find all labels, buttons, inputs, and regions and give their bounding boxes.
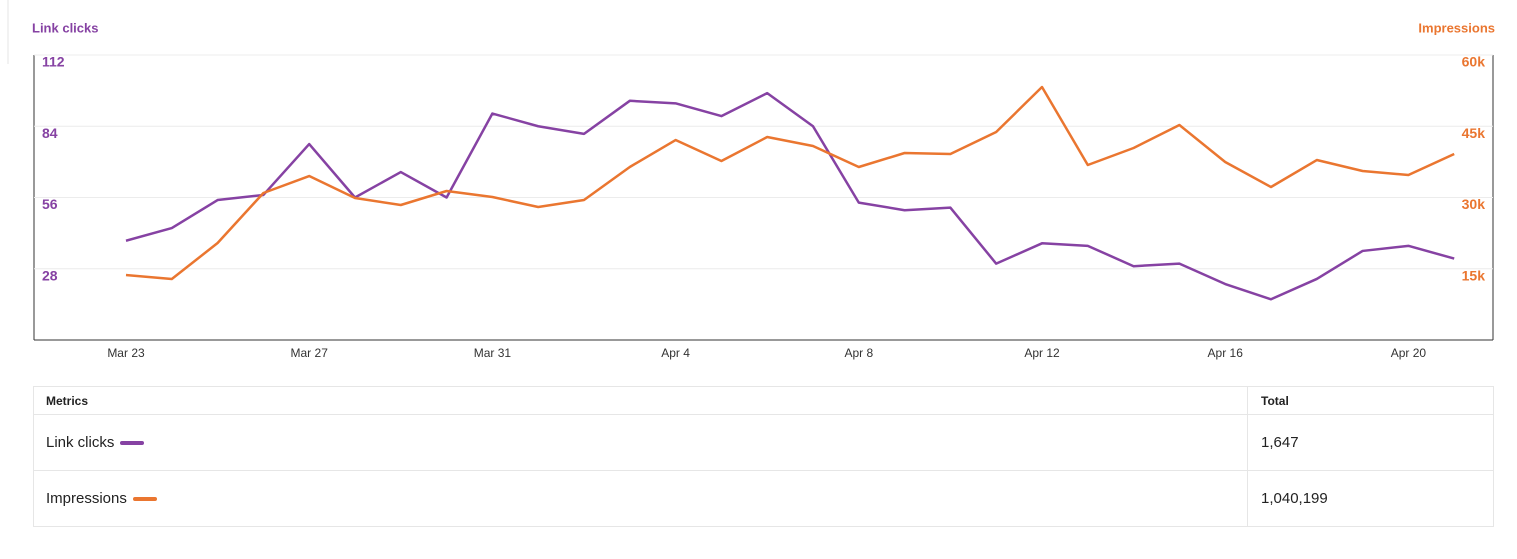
y2-tick-label: 60k [1462, 54, 1486, 70]
legend-swatch [132, 497, 157, 502]
metric-cell: Impressions [33, 470, 1248, 527]
total-cell: 1,040,199 [1247, 470, 1494, 527]
series-line [125, 91, 1455, 301]
x-tick-label: Apr 16 [1208, 346, 1244, 360]
legend-swatch [120, 441, 145, 446]
y-tick-label: 112 [42, 54, 65, 70]
metric-name: Impressions [46, 490, 127, 507]
metrics-table: Metrics Total Link clicks 1,647 Impressi… [33, 386, 1494, 527]
total-cell: 1,647 [1247, 414, 1494, 471]
y2-tick-label: 45k [1462, 125, 1486, 141]
x-tick-label: Apr 4 [661, 346, 690, 360]
y-tick-label: 56 [42, 196, 58, 212]
metric-name: Link clicks [46, 434, 115, 451]
y-tick-label: 28 [42, 267, 58, 283]
table-header: Metrics Total [33, 386, 1494, 415]
x-tick-label: Apr 20 [1391, 346, 1427, 360]
table-row: Impressions 1,040,199 [33, 470, 1494, 527]
y2-tick-label: 15k [1462, 267, 1486, 283]
y-tick-label: 84 [42, 125, 58, 141]
x-tick-label: Apr 12 [1024, 346, 1060, 360]
chart: Link clicks Impressions 28 56 84 112 15k 30k 4… [7, 0, 1495, 360]
series-line [125, 85, 1455, 281]
header-cell: Metrics [33, 386, 1248, 415]
x-tick-label: Mar 31 [474, 346, 512, 360]
y2-tick-label: 30k [1462, 196, 1486, 212]
x-tick-label: Mar 23 [107, 346, 145, 360]
x-tick-label: Mar 27 [291, 346, 329, 360]
x-tick-label: Apr 8 [844, 346, 873, 360]
y2-axis-title: Impressions [1418, 20, 1495, 35]
table-row: Link clicks 1,647 [33, 414, 1494, 471]
metric-cell: Link clicks [33, 414, 1248, 471]
y-axis-title: Link clicks [32, 20, 98, 35]
header-cell: Total [1247, 386, 1494, 415]
